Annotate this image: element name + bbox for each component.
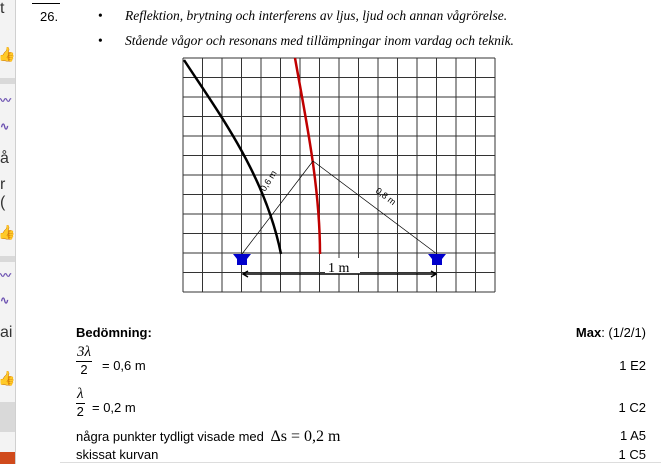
- speaker-icon: [428, 254, 446, 265]
- rule: [32, 3, 60, 4]
- score: 1 C2: [618, 400, 646, 415]
- divider: [60, 462, 661, 463]
- squiggle-icon[interactable]: ∿: [0, 121, 10, 133]
- score: 1 E2: [619, 358, 646, 373]
- thumbs-up-icon[interactable]: 👍: [0, 224, 15, 241]
- assessment-row: några punkter tydligt visade med Δs = 0,…: [76, 428, 646, 446]
- question-number: 26.: [40, 9, 59, 24]
- bullet-text: Reflektion, brytning och interferens av …: [125, 8, 508, 23]
- red-curve: [293, 57, 322, 255]
- label-right: 0,8 m: [374, 186, 398, 208]
- criterion-text: några punkter tydligt visade med: [76, 429, 264, 444]
- sidebar-text: t: [0, 0, 5, 17]
- fraction: 3λ 2: [76, 344, 92, 377]
- max-value: : (1/2/1): [601, 325, 646, 340]
- squiggle-icon[interactable]: 〰: [0, 95, 11, 107]
- path-right: [312, 160, 438, 255]
- divider: [0, 78, 15, 84]
- criterion-text: skissat kurvan: [76, 447, 159, 462]
- divider: [0, 256, 15, 262]
- black-curve: [182, 59, 283, 255]
- squiggle-icon[interactable]: ∿: [0, 295, 10, 307]
- add-button[interactable]: [0, 452, 15, 464]
- speaker-icon: [233, 254, 251, 265]
- bullet-dot: •: [98, 8, 103, 23]
- distance-label: 1 m: [328, 261, 350, 276]
- max-label: Max: [575, 325, 602, 340]
- thumbs-up-icon[interactable]: 👍: [0, 370, 15, 387]
- bullet-text: Stående vågor och resonans med tillämpni…: [125, 33, 514, 48]
- score: 1 A5: [619, 428, 646, 443]
- assessment-header: Bedömning: Max: (1/2/1): [76, 325, 646, 343]
- sidebar-text: ai: [0, 324, 13, 341]
- interference-diagram: 0,6 m 0,8 m 1 m: [182, 57, 496, 293]
- assessment-row: 3λ 2 = 0,6 m 1 E2: [76, 344, 646, 386]
- equation: Δs = 0,2 m: [270, 428, 341, 445]
- assessment-row: skissat kurvan 1 C5: [76, 447, 646, 463]
- sidebar: t 👍 〰 ∿ å r ( 👍 〰 ∿ ai 👍: [0, 0, 16, 464]
- equation: = 0,6 m: [102, 358, 146, 373]
- score: 1 C5: [618, 447, 646, 462]
- grid: [182, 57, 496, 293]
- thumbs-up-icon[interactable]: 👍: [0, 46, 15, 63]
- bullet-dot: •: [98, 33, 103, 48]
- equation: = 0,2 m: [92, 400, 136, 415]
- sidebar-text: å: [0, 150, 9, 167]
- squiggle-icon[interactable]: 〰: [0, 270, 11, 282]
- assessment-title: Bedömning:: [76, 325, 152, 340]
- divider: [0, 402, 15, 432]
- path-left: [241, 160, 314, 255]
- sidebar-text: r (: [0, 176, 6, 211]
